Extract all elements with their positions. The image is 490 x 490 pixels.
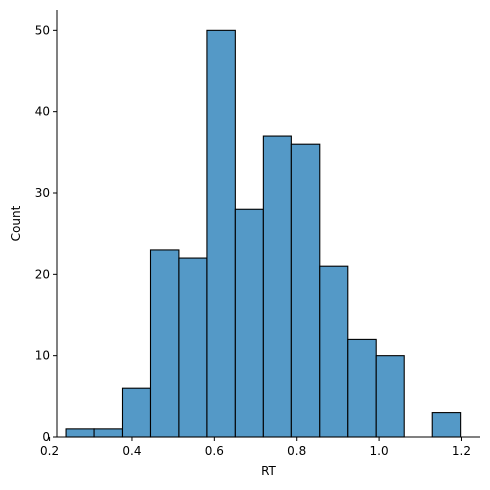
histogram-bar <box>149 249 180 438</box>
x-tick-label: 1.0 <box>370 444 389 458</box>
histogram-bar <box>431 412 462 438</box>
y-tick-label: 40 <box>35 105 50 119</box>
histogram-bar <box>65 428 95 438</box>
x-tick-label: 0.6 <box>205 444 224 458</box>
histogram-bars <box>65 29 462 438</box>
histogram-bar <box>206 29 236 438</box>
y-tick-label: 0 <box>42 430 50 444</box>
x-tick-label: 0.2 <box>40 444 59 458</box>
x-axis-ticks: 0.2 0.4 0.6 0.8 1.0 1.2 <box>40 437 471 458</box>
histogram-bar <box>121 387 152 438</box>
y-axis-label: Count <box>9 205 23 241</box>
histogram-bar <box>290 143 321 438</box>
histogram-bar <box>347 338 377 438</box>
x-tick-label: 0.4 <box>122 444 141 458</box>
histogram-bar <box>234 208 264 438</box>
y-tick-label: 30 <box>35 186 50 200</box>
histogram-bar <box>93 428 124 438</box>
histogram-bar <box>178 257 208 438</box>
histogram-bar <box>262 135 292 438</box>
histogram-bar <box>319 265 349 438</box>
x-axis-label: RT <box>261 464 276 478</box>
x-tick-label: 1.2 <box>452 444 471 458</box>
y-tick-label: 20 <box>35 267 50 281</box>
histogram-bar <box>375 355 405 438</box>
y-tick-label: 50 <box>35 23 50 37</box>
y-tick-label: 10 <box>35 349 50 363</box>
y-axis-ticks: 0 10 20 30 40 50 <box>35 23 57 444</box>
x-tick-label: 0.8 <box>287 444 306 458</box>
